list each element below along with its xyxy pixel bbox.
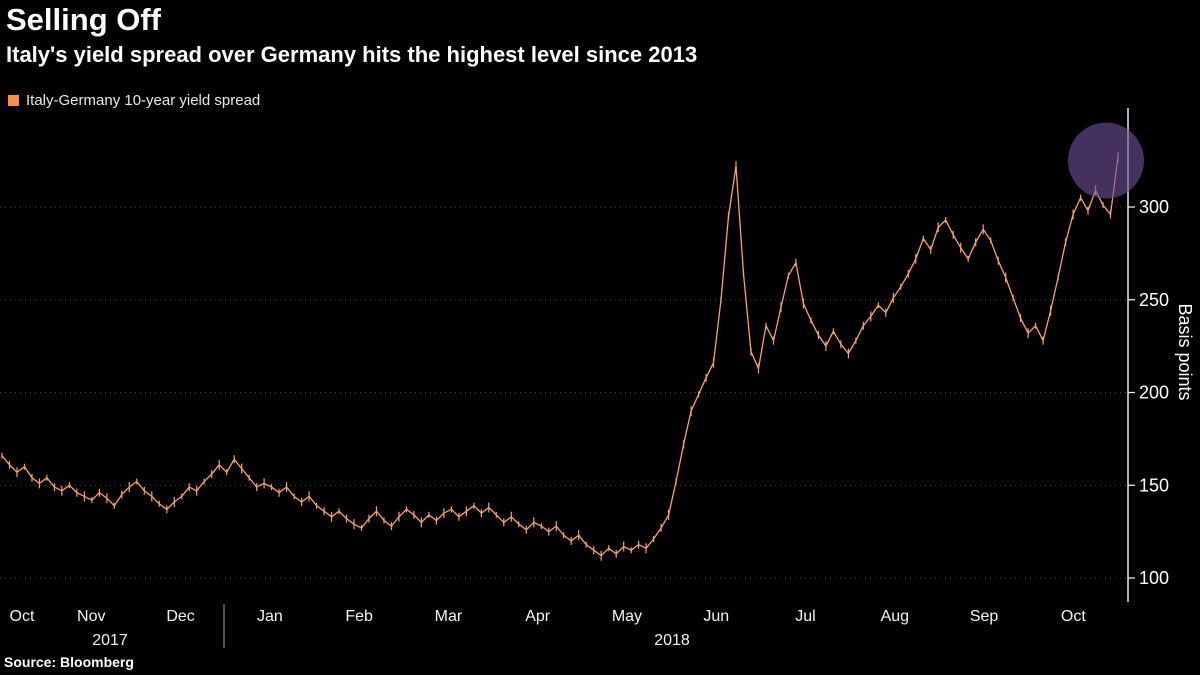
- y-axis-ticks: [1128, 206, 1135, 579]
- svg-text:2018: 2018: [654, 632, 690, 649]
- chart-subtitle: Italy's yield spread over Germany hits t…: [6, 42, 698, 67]
- svg-text:May: May: [612, 608, 642, 625]
- legend-label: Italy-Germany 10-year yield spread: [26, 92, 261, 109]
- svg-text:Oct: Oct: [1061, 608, 1086, 625]
- y-axis-title: Basis points: [1175, 303, 1195, 400]
- svg-text:150: 150: [1139, 475, 1169, 495]
- svg-text:300: 300: [1139, 197, 1169, 217]
- x-axis-year-labels: 2017 2018: [92, 632, 690, 649]
- svg-text:Jul: Jul: [795, 608, 815, 625]
- svg-text:Dec: Dec: [166, 608, 194, 625]
- svg-text:Feb: Feb: [345, 608, 373, 625]
- svg-text:2017: 2017: [92, 632, 128, 649]
- svg-text:Mar: Mar: [435, 608, 463, 625]
- y-gridlines: [0, 206, 1128, 579]
- svg-text:100: 100: [1139, 568, 1169, 588]
- highlight-circle: [1068, 122, 1144, 199]
- svg-text:Nov: Nov: [77, 608, 105, 625]
- spread-line: [1, 156, 1119, 557]
- svg-text:Sep: Sep: [970, 608, 999, 625]
- legend: Italy-Germany 10-year yield spread: [8, 92, 260, 109]
- y-axis-labels: 100 150 200 250 300: [1139, 197, 1169, 588]
- x-axis-month-labels: Oct Nov Dec Jan Feb Mar Apr May Jun Jul Aug Sep Oct: [10, 608, 1087, 625]
- svg-text:Oct: Oct: [10, 608, 35, 625]
- svg-text:Aug: Aug: [881, 608, 909, 625]
- svg-text:200: 200: [1139, 383, 1169, 403]
- svg-text:Apr: Apr: [525, 608, 551, 625]
- chart-title: Selling Off: [6, 2, 161, 37]
- spread-range-bars: [1, 151, 1119, 561]
- legend-swatch: [8, 95, 19, 106]
- svg-text:Jan: Jan: [257, 608, 283, 625]
- svg-text:Jun: Jun: [703, 608, 729, 625]
- svg-text:250: 250: [1139, 290, 1169, 310]
- source-credit: Source: Bloomberg: [4, 654, 134, 670]
